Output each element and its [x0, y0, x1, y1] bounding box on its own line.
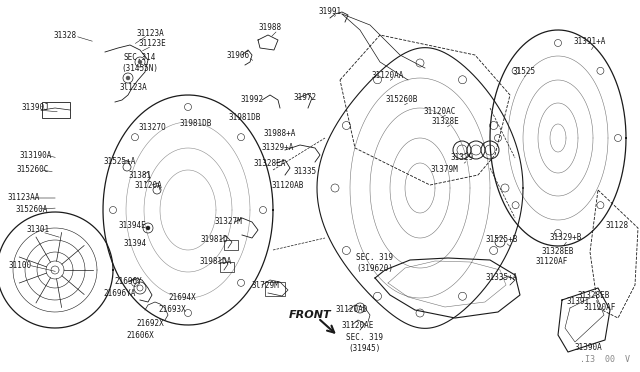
Text: 31120AD: 31120AD — [336, 305, 368, 314]
FancyBboxPatch shape — [224, 240, 238, 250]
Text: 31981DB: 31981DB — [229, 113, 261, 122]
Text: (31945): (31945) — [349, 343, 381, 353]
Text: 31328E: 31328E — [431, 118, 459, 126]
Text: 21693X: 21693X — [158, 305, 186, 314]
Text: 31525: 31525 — [513, 67, 536, 77]
Text: 31301: 31301 — [26, 225, 49, 234]
Text: 31328: 31328 — [53, 31, 77, 39]
Text: 31992: 31992 — [241, 96, 264, 105]
Text: 31381: 31381 — [129, 170, 152, 180]
Text: 31394E: 31394E — [118, 221, 146, 230]
Text: 31391+A: 31391+A — [574, 38, 606, 46]
Text: 31128: 31128 — [605, 221, 628, 230]
Text: 31988+A: 31988+A — [264, 128, 296, 138]
Text: SEC. 319: SEC. 319 — [356, 253, 394, 263]
Text: 31981D: 31981D — [200, 235, 228, 244]
Text: 31120AE: 31120AE — [342, 321, 374, 330]
Text: 31120AB: 31120AB — [272, 180, 304, 189]
Text: 31981DB: 31981DB — [180, 119, 212, 128]
Text: (319620): (319620) — [356, 263, 394, 273]
Text: 31335: 31335 — [293, 167, 317, 176]
Text: 31120AA: 31120AA — [372, 71, 404, 80]
Text: .I3  00  V: .I3 00 V — [580, 355, 630, 364]
Text: 31328EB: 31328EB — [578, 291, 610, 299]
Text: 21694X: 21694X — [168, 294, 196, 302]
Text: 31525+A: 31525+A — [104, 157, 136, 167]
Text: 31100: 31100 — [8, 260, 31, 269]
Text: 31123AA: 31123AA — [8, 193, 40, 202]
Text: 31906: 31906 — [227, 51, 250, 60]
Text: 31390J: 31390J — [21, 103, 49, 112]
Circle shape — [138, 60, 142, 64]
Text: 31329: 31329 — [451, 154, 474, 163]
Text: 31329+A: 31329+A — [262, 144, 294, 153]
Text: 31525+B: 31525+B — [486, 235, 518, 244]
Text: 21692X: 21692X — [136, 318, 164, 327]
Text: 3l729M: 3l729M — [251, 280, 279, 289]
Text: 315260A: 315260A — [16, 205, 48, 214]
Text: 31123A: 31123A — [136, 29, 164, 38]
Text: 31988: 31988 — [259, 23, 282, 32]
Text: 31120AF: 31120AF — [584, 304, 616, 312]
Text: 21696YA: 21696YA — [104, 289, 136, 298]
Circle shape — [126, 76, 130, 80]
Text: 31329+B: 31329+B — [550, 234, 582, 243]
Text: 31391: 31391 — [566, 298, 589, 307]
Text: 313190A: 313190A — [20, 151, 52, 160]
FancyBboxPatch shape — [265, 282, 285, 296]
Text: 31981DA: 31981DA — [200, 257, 232, 266]
Text: 31394: 31394 — [124, 240, 147, 248]
Circle shape — [146, 226, 150, 230]
FancyBboxPatch shape — [42, 102, 70, 118]
Text: 31120AF: 31120AF — [536, 257, 568, 266]
Text: 21696Y: 21696Y — [114, 278, 142, 286]
Text: 31120AC: 31120AC — [424, 108, 456, 116]
Text: SEC. 319: SEC. 319 — [346, 333, 383, 341]
Text: 315260C: 315260C — [17, 166, 49, 174]
Text: 315260B: 315260B — [386, 96, 418, 105]
Text: (31455N): (31455N) — [122, 64, 159, 73]
Text: 31327M: 31327M — [214, 218, 242, 227]
Text: 3l123A: 3l123A — [119, 83, 147, 93]
Text: 31972: 31972 — [293, 93, 317, 103]
Text: 31390A: 31390A — [574, 343, 602, 353]
Text: SEC.314: SEC.314 — [124, 54, 156, 62]
Text: 31328EA: 31328EA — [254, 158, 286, 167]
Text: 31335+A: 31335+A — [486, 273, 518, 282]
Text: 31328EB: 31328EB — [542, 247, 574, 257]
Text: 21606X: 21606X — [126, 331, 154, 340]
Text: 31327O: 31327O — [138, 122, 166, 131]
FancyBboxPatch shape — [220, 262, 234, 272]
Text: 31123E: 31123E — [138, 39, 166, 48]
Text: 3l379M: 3l379M — [430, 166, 458, 174]
Text: FRONT: FRONT — [289, 310, 332, 320]
Text: 31120A: 31120A — [134, 180, 162, 189]
Text: 31991: 31991 — [319, 7, 342, 16]
